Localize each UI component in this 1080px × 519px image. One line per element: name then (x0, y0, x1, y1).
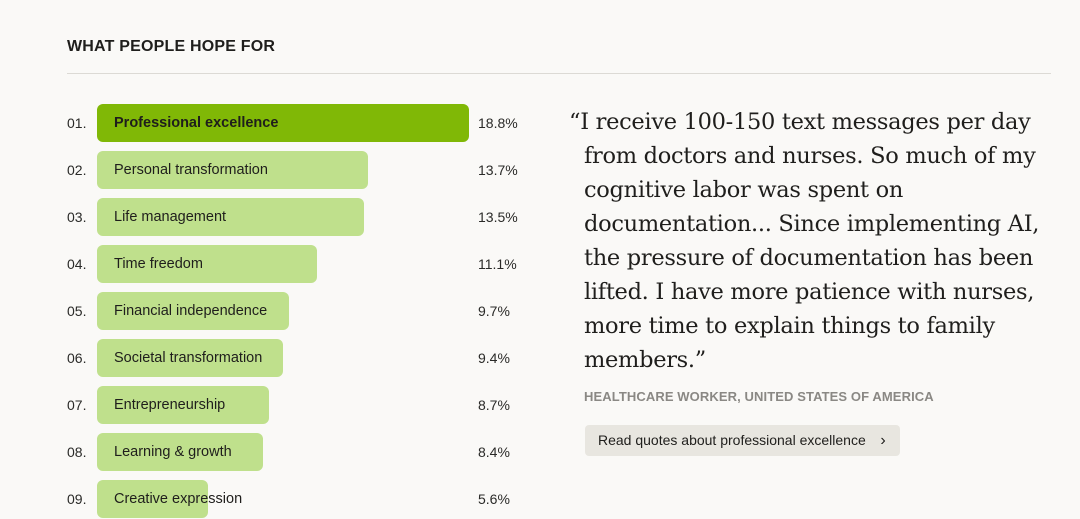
read-quotes-label: Read quotes about professional excellenc… (598, 432, 866, 448)
bar (97, 104, 470, 142)
divider (67, 73, 1051, 74)
category-label: Life management (114, 209, 227, 225)
chart-row[interactable]: 06. Societal transformation 9.4% (67, 339, 537, 377)
bar (97, 245, 317, 283)
category-label: Creative expression (114, 491, 243, 507)
rank-label: 01. (67, 115, 87, 131)
value-label: 5.6% (478, 491, 510, 507)
chart-row[interactable]: 07. Entrepreneurship 8.7% (67, 386, 537, 424)
category-label: Societal transformation (114, 350, 263, 366)
rank-label: 06. (67, 350, 87, 366)
rank-label: 02. (67, 162, 87, 178)
category-label: Time freedom (114, 256, 203, 272)
value-label: 11.1% (478, 256, 517, 272)
category-label: Entrepreneurship (114, 397, 226, 413)
value-label: 8.7% (478, 397, 510, 413)
bar (97, 292, 290, 330)
rank-label: 05. (67, 303, 87, 319)
category-label: Personal transformation (114, 162, 268, 178)
section-title: WHAT PEOPLE HOPE FOR (67, 38, 276, 55)
bar (97, 480, 208, 518)
chart-row[interactable]: 01. Professional excellence 18.8% (67, 104, 537, 142)
chart-row[interactable]: 05. Financial independence 9.7% (67, 292, 537, 330)
value-label: 13.5% (478, 209, 518, 225)
rank-label: 04. (67, 256, 87, 272)
category-label: Learning & growth (114, 444, 232, 460)
chart-row[interactable]: 04. Time freedom 11.1% (67, 245, 537, 283)
chart-row[interactable]: 03. Life management 13.5% (67, 198, 537, 236)
quote: “I receive 100-150 text messages per day… (569, 105, 1049, 377)
bar (97, 386, 270, 424)
bar (97, 151, 369, 189)
value-label: 18.8% (478, 115, 518, 131)
chart-row[interactable]: 02. Personal transformation 13.7% (67, 151, 537, 189)
value-label: 13.7% (478, 162, 518, 178)
rank-label: 09. (67, 491, 87, 507)
rank-label: 08. (67, 444, 87, 460)
quote-text: “I receive 100-150 text messages per day… (569, 109, 1040, 373)
category-label: Professional excellence (114, 115, 279, 131)
bar (97, 198, 365, 236)
value-label: 8.4% (478, 444, 510, 460)
read-quotes-button[interactable]: Read quotes about professional excellenc… (585, 425, 900, 456)
value-label: 9.4% (478, 350, 510, 366)
rank-label: 03. (67, 209, 87, 225)
chart-row[interactable]: 08. Learning & growth 8.4% (67, 433, 537, 471)
chart-row[interactable]: 09. Creative expression 5.6% (67, 480, 537, 518)
category-label: Financial independence (114, 303, 268, 319)
quote-attribution: HEALTHCARE WORKER, UNITED STATES OF AMER… (584, 389, 934, 404)
value-label: 9.7% (478, 303, 510, 319)
bar (97, 339, 284, 377)
bar (97, 433, 264, 471)
rank-label: 07. (67, 397, 87, 413)
chevron-right-icon: › (880, 432, 886, 449)
